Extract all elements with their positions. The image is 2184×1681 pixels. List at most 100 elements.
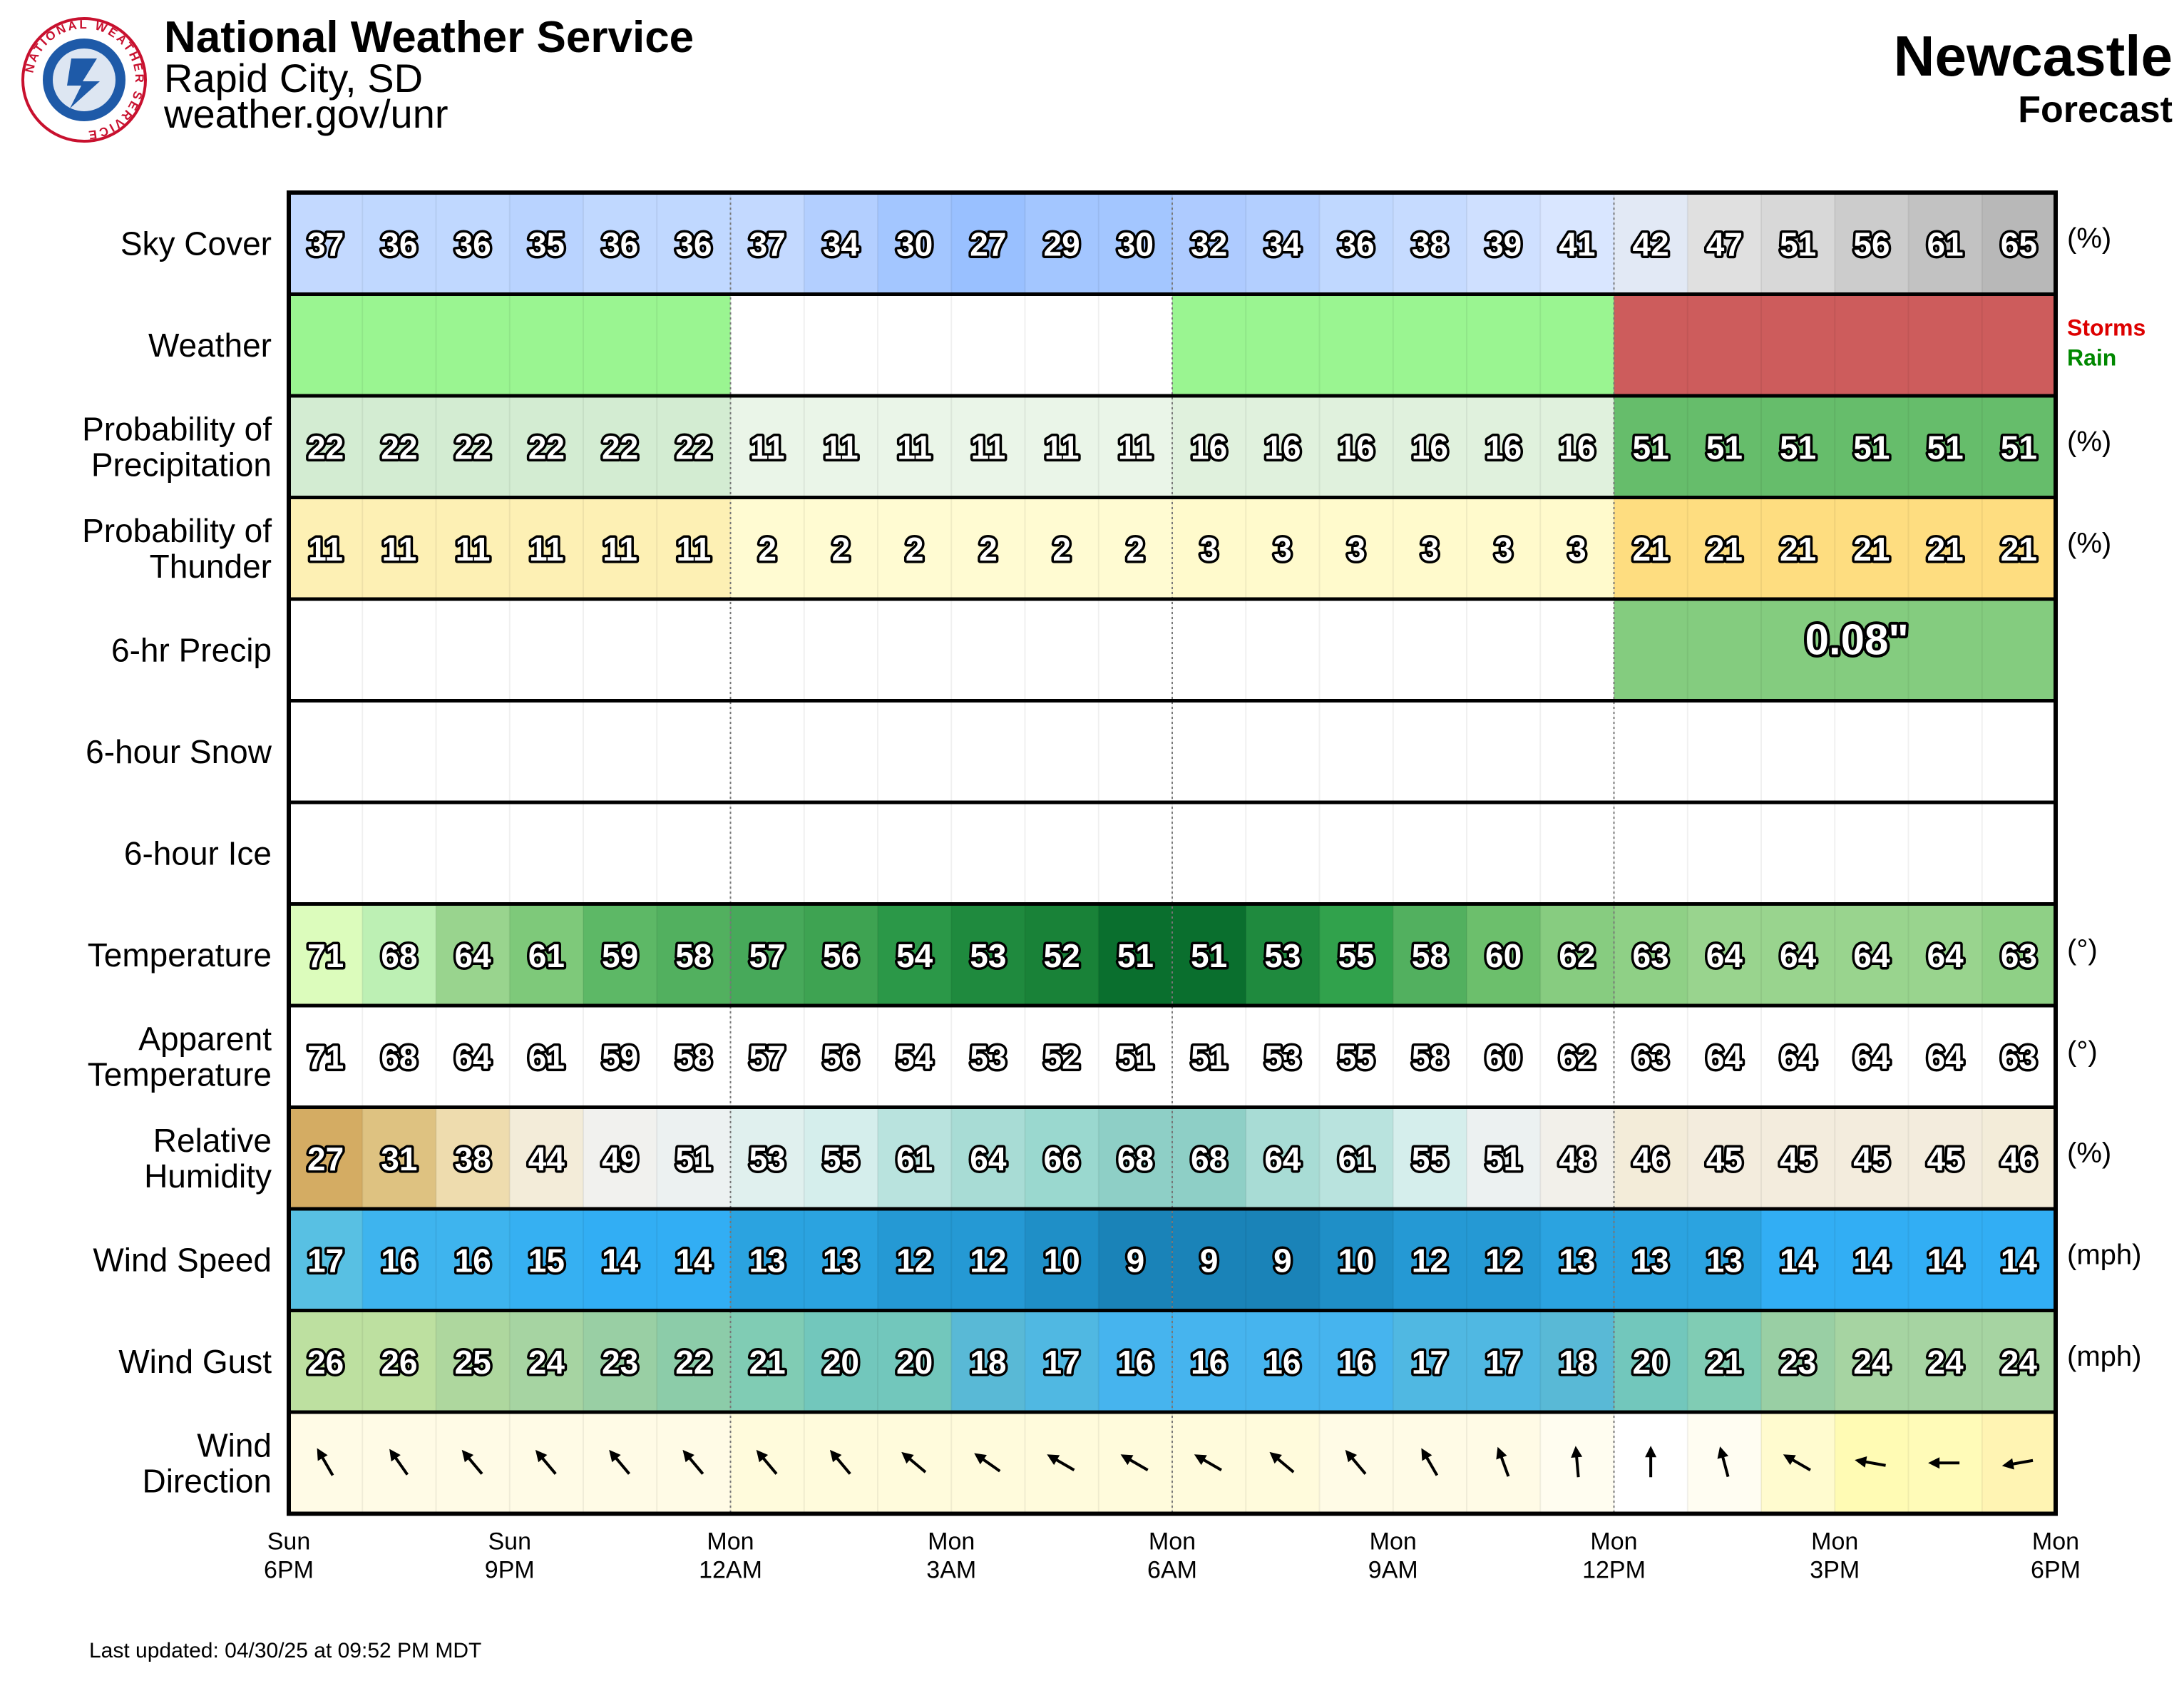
value-apparent: 64 xyxy=(1927,1038,1964,1075)
value-wgust: 23 xyxy=(1780,1344,1816,1381)
value-wgust: 21 xyxy=(749,1344,786,1381)
value-wspd: 9 xyxy=(1273,1242,1292,1279)
value-wgust: 18 xyxy=(1559,1344,1595,1381)
value-pop: 22 xyxy=(528,429,565,466)
value-wspd: 12 xyxy=(1485,1242,1522,1279)
office-url[interactable]: weather.gov/unr xyxy=(164,91,448,136)
wind-arrow-icon xyxy=(461,1449,483,1475)
cell-wspd xyxy=(1319,1209,1394,1311)
cell-snow6 xyxy=(1687,700,1762,802)
organization-name: National Weather Service xyxy=(164,13,694,62)
value-thunder: 3 xyxy=(1200,531,1219,568)
cell-pop xyxy=(1025,396,1099,498)
cell-weather xyxy=(1908,294,1983,396)
cell-weather xyxy=(951,294,1026,396)
cell-rh xyxy=(1467,1107,1541,1209)
cell-temp xyxy=(1687,904,1762,1006)
value-rh: 38 xyxy=(455,1140,491,1177)
value-sky: 51 xyxy=(1780,225,1816,262)
cell-sky xyxy=(657,193,732,295)
cell-weather xyxy=(436,294,511,396)
office-name: Rapid City, SD xyxy=(164,56,424,101)
cell-temp xyxy=(1098,904,1173,1006)
cell-weather xyxy=(1172,294,1246,396)
cell-wspd xyxy=(1246,1209,1321,1311)
cell-snow6 xyxy=(1761,700,1835,802)
cell-snow6 xyxy=(1614,700,1688,802)
cell-thunder xyxy=(730,497,805,599)
cell-snow6 xyxy=(1246,700,1321,802)
cell-snow6 xyxy=(1982,700,2056,802)
cell-thunder xyxy=(951,497,1026,599)
value-sky: 34 xyxy=(1264,225,1301,262)
wind-arrow-icon xyxy=(1783,1454,1811,1471)
value-pop: 51 xyxy=(1853,429,1890,466)
value-thunder: 3 xyxy=(1273,531,1292,568)
cell-ice6 xyxy=(951,802,1026,904)
value-wspd: 16 xyxy=(381,1242,417,1279)
value-apparent: 57 xyxy=(749,1038,786,1075)
value-apparent: 51 xyxy=(1117,1038,1154,1075)
value-thunder: 2 xyxy=(758,531,776,568)
value-wspd: 14 xyxy=(1853,1242,1890,1279)
value-thunder: 21 xyxy=(1853,531,1890,568)
cell-rh xyxy=(1908,1107,1983,1209)
cell-thunder xyxy=(362,497,437,599)
cell-ice6 xyxy=(1687,802,1762,904)
cell-rh xyxy=(878,1107,952,1209)
cell-sky xyxy=(1246,193,1321,295)
cell-wspd xyxy=(1614,1209,1688,1311)
value-temp: 64 xyxy=(1706,937,1743,974)
value-temp: 64 xyxy=(1853,937,1890,974)
value-apparent: 58 xyxy=(675,1038,712,1075)
cell-sky xyxy=(289,193,363,295)
cell-wspd xyxy=(657,1209,732,1311)
wind-arrow-icon xyxy=(1120,1454,1149,1471)
last-updated: Last updated: 04/30/25 at 09:52 PM MDT xyxy=(89,1639,482,1662)
cell-rh xyxy=(951,1107,1026,1209)
cell-sky xyxy=(1540,193,1615,295)
cell-thunder xyxy=(1393,497,1467,599)
value-sky: 39 xyxy=(1485,225,1522,262)
value-pop: 22 xyxy=(602,429,638,466)
cell-temp xyxy=(289,904,363,1006)
value-sky: 38 xyxy=(1412,225,1448,262)
cell-sky xyxy=(951,193,1026,295)
cell-thunder xyxy=(1319,497,1394,599)
value-wgust: 24 xyxy=(528,1344,565,1381)
value-thunder: 3 xyxy=(1347,531,1365,568)
value-temp: 64 xyxy=(455,937,492,974)
cell-rh xyxy=(362,1107,437,1209)
cell-rh xyxy=(1172,1107,1246,1209)
value-pop: 51 xyxy=(1927,429,1964,466)
cell-weather xyxy=(1540,294,1615,396)
value-sky: 61 xyxy=(1927,225,1964,262)
cell-apparent xyxy=(878,1006,952,1108)
value-apparent: 52 xyxy=(1044,1038,1080,1075)
cell-rh xyxy=(1393,1107,1467,1209)
cell-temp xyxy=(1761,904,1835,1006)
cell-thunder xyxy=(509,497,584,599)
cell-snow6 xyxy=(1467,700,1541,802)
value-pop: 16 xyxy=(1191,429,1227,466)
unit-label-apparent: (°) xyxy=(2067,1036,2098,1067)
cell-rh xyxy=(1025,1107,1099,1209)
value-temp: 51 xyxy=(1191,937,1227,974)
value-sky: 36 xyxy=(675,225,712,262)
row-label-wspd: Wind Speed xyxy=(93,1241,272,1278)
value-sky: 27 xyxy=(970,225,1006,262)
value-apparent: 63 xyxy=(2001,1038,2037,1075)
cell-thunder xyxy=(804,497,878,599)
x-tick-time: 9PM xyxy=(485,1557,535,1584)
value-sky: 36 xyxy=(1338,225,1375,262)
cell-ice6 xyxy=(289,802,363,904)
cell-thunder xyxy=(1687,497,1762,599)
cell-precip6 xyxy=(436,599,511,701)
cell-ice6 xyxy=(1098,802,1173,904)
cell-rh xyxy=(804,1107,878,1209)
wind-arrow-icon xyxy=(609,1449,631,1475)
cell-wspd xyxy=(289,1209,363,1311)
value-wgust: 16 xyxy=(1117,1344,1154,1381)
cell-pop xyxy=(1319,396,1394,498)
cell-rh xyxy=(289,1107,363,1209)
